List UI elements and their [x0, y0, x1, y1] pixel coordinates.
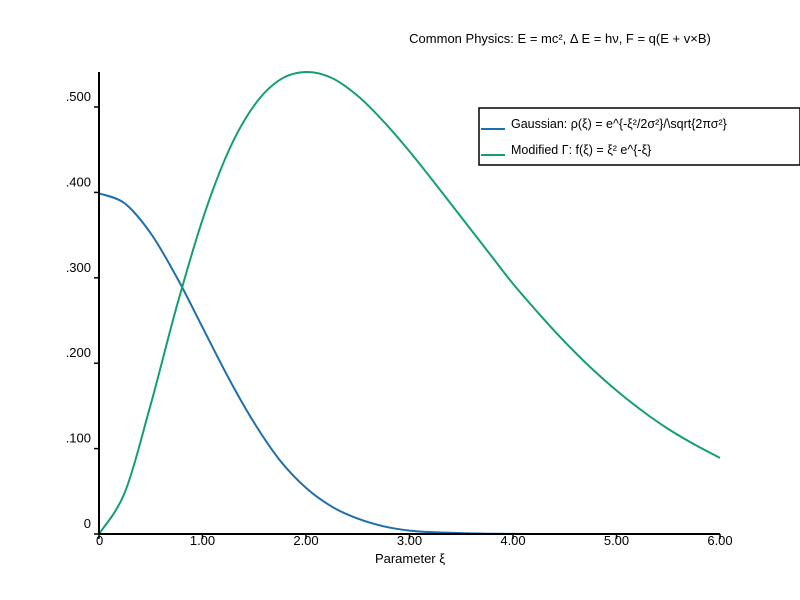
x-tick-label: 6.00: [707, 533, 732, 548]
x-tick-label: 3.00: [397, 533, 422, 548]
y-tick-label: .400: [66, 174, 91, 189]
x-tick-label: 4.00: [500, 533, 525, 548]
x-axis-label: Parameter ξ: [375, 551, 445, 566]
y-tick-label: 0: [84, 516, 91, 531]
y-tick-label: .500: [66, 89, 91, 104]
legend-label-gaussian: Gaussian: ρ(ξ) = e^{-ξ²/2σ²}/\sqrt{2πσ²}: [511, 117, 727, 131]
chart-title: Common Physics: E = mc², Δ E = hν, F = q…: [409, 31, 711, 46]
series-line-gaussian: [98, 192, 720, 536]
y-axis: 0 .100 .200 .300 .400 .500: [66, 72, 100, 535]
x-tick-label: 5.00: [604, 533, 629, 548]
y-tick-label: .200: [66, 345, 91, 360]
legend-label-modified-gamma: Modified Γ: f(ξ) = ξ² e^{-ξ}: [511, 143, 651, 157]
x-tick-label: 2.00: [293, 533, 318, 548]
series-line-modified-gamma: [98, 70, 721, 535]
x-tick-label: 1.00: [190, 533, 215, 548]
legend: Gaussian: ρ(ξ) = e^{-ξ²/2σ²}/\sqrt{2πσ²}…: [478, 107, 800, 166]
y-tick-label: .300: [66, 260, 91, 275]
x-tick-label: 0: [96, 533, 103, 548]
y-tick-label: .100: [66, 431, 91, 446]
x-axis: 0 1.00 2.00 3.00 4.00 5.00 6.00: [96, 533, 733, 548]
legend-box: [478, 107, 800, 166]
